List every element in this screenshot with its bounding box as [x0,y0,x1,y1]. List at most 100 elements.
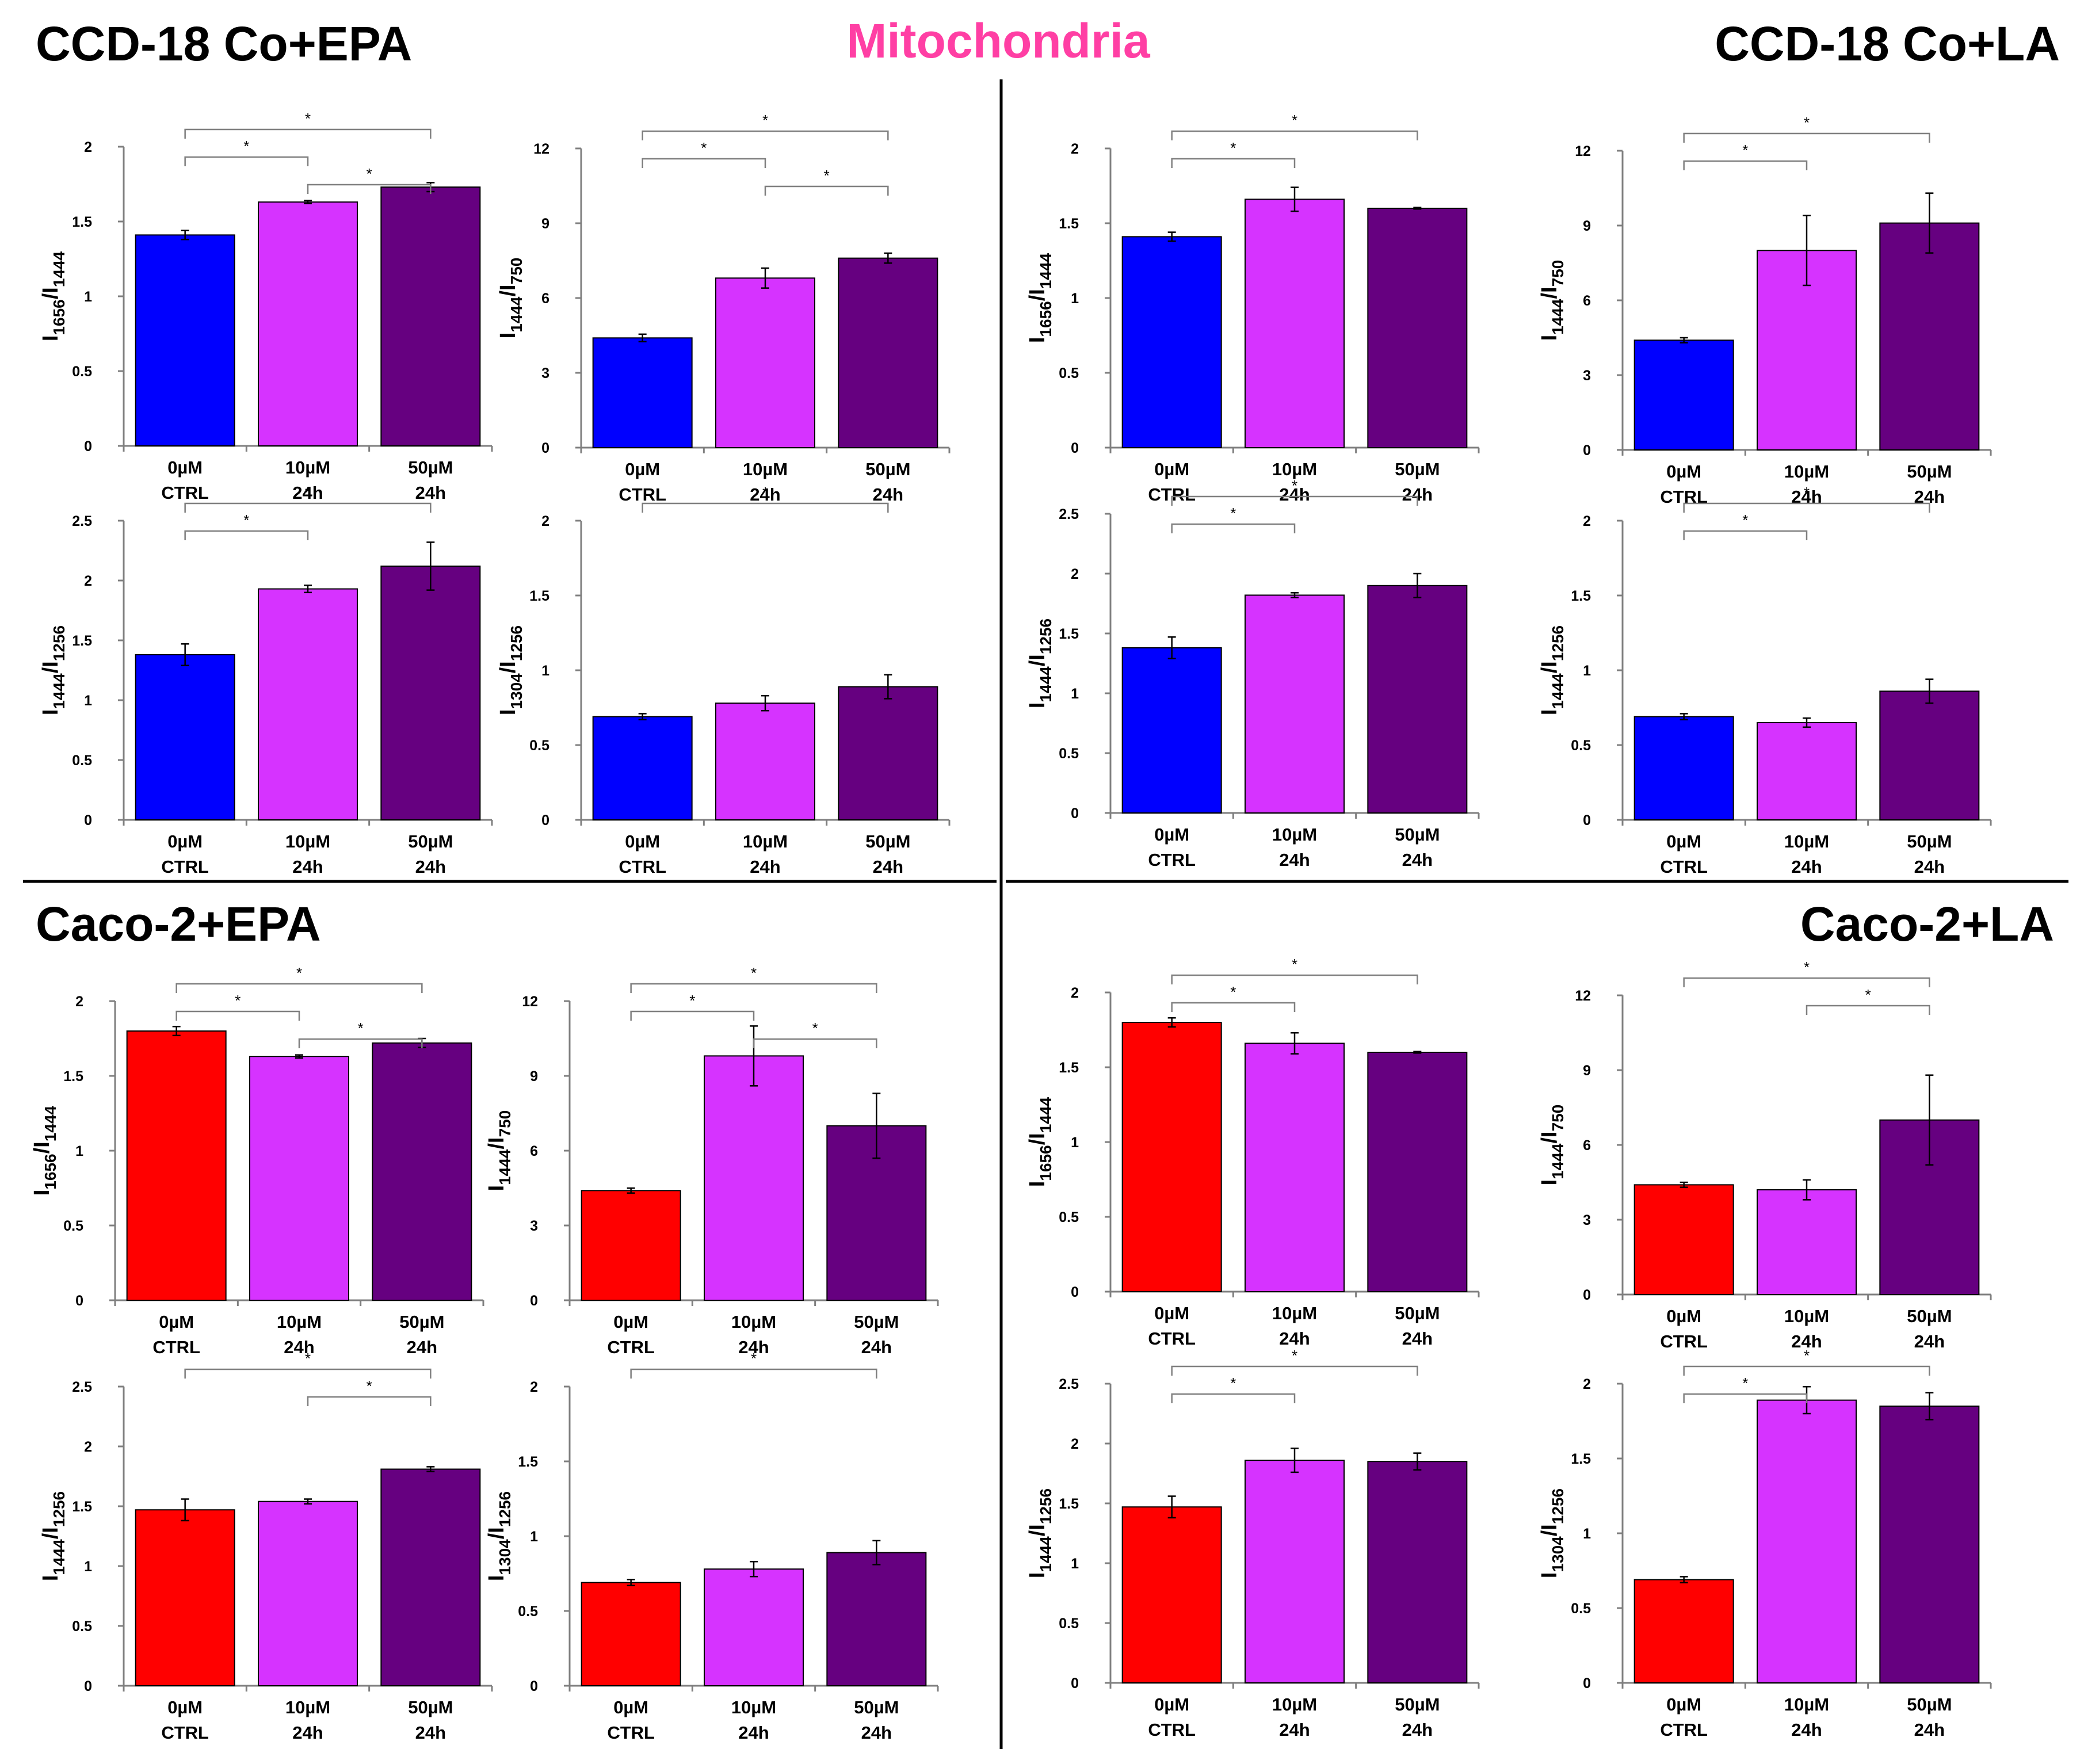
x-category-label: 50µM [408,831,453,852]
y-tick-label: 2.5 [72,513,92,529]
y-tick-label: 0.5 [72,364,92,380]
y-axis-label-part: /I [1025,1524,1049,1536]
significance-bracket: * [764,167,889,196]
significance-bracket: * [1683,1347,1930,1376]
x-category-label: 0µM [1666,461,1701,482]
x-category-label: 0µM [613,1697,648,1717]
significance-bracket: * [1683,114,1930,143]
bar [1633,1579,1734,1683]
x-category-label: 10µM [1784,461,1829,482]
y-tick-label: 2 [1583,513,1591,529]
y-axis-label-part: 1256 [1037,1488,1055,1524]
x-category-label: 50µM [1907,1306,1952,1326]
significance-bracket: * [1683,484,1930,513]
chart-caco-epa-1444-750: 0 3 6 9 12 0µM CTRL 10µM 24h 50µM 24h * * * I1444/I750 [484,964,939,1357]
y-tick-label: 0 [1071,1284,1079,1300]
x-category-label: 0µM [1666,831,1701,852]
x-category-sublabel: 24h [415,483,446,503]
bar [1367,585,1468,814]
significance-bracket: * [630,964,877,993]
significance-line [1683,1393,1808,1403]
y-axis-label-part: 1256 [50,1491,68,1527]
significance-line [1171,158,1296,168]
significance-line [1171,495,1418,506]
bar [1633,1184,1734,1296]
x-category-sublabel: 24h [738,1723,769,1743]
x-category-label: 10µM [285,1697,330,1717]
y-tick-label: 0.5 [1059,365,1079,381]
y-axis-label-part: 750 [1549,260,1567,287]
y-axis-label-part: I [496,709,520,716]
significance-line [298,1038,423,1048]
chart-ccd-la-1444-1256: 00.511.522.50µMCTRL10µM24h50µM24h**I1444… [1025,477,1480,870]
significance-star: * [1230,139,1236,156]
y-tick-label: 1 [1071,1135,1079,1151]
x-category-label: 10µM [1784,1694,1829,1715]
y-axis-label-part: /I [484,1527,509,1539]
y-axis-label-part: 1256 [1037,618,1055,654]
significance-star: * [367,165,372,182]
bar [380,186,481,446]
significance-bracket: * [642,112,889,140]
y-axis-label-part: I [1537,1179,1562,1186]
bar [1121,647,1222,814]
center-title: Mitochondria [846,14,1151,68]
y-axis-label: I1656/I1444 [1025,1097,1055,1187]
x-category-sublabel: 24h [750,857,780,877]
x-category-label: 10µM [1784,1306,1829,1326]
y-axis-label-part: I [484,1575,509,1582]
y-tick-label: 2 [1071,566,1079,582]
quadrant-title-caco-la: Caco-2+LA [1800,897,2054,951]
significance-line [1683,977,1930,987]
x-category-label: 10µM [277,1312,322,1332]
bar [1245,1043,1345,1293]
x-category-label: 50µM [1907,1694,1952,1715]
y-tick-label: 9 [1583,1063,1591,1079]
y-axis-label-part: /I [1025,654,1049,666]
bar [1367,1461,1468,1683]
x-category-label: 50µM [408,1697,453,1717]
x-category-label: 50µM [1395,1303,1440,1323]
y-axis-label-part: /I [1537,1524,1562,1536]
y-tick-label: 3 [1583,1212,1591,1228]
x-category-sublabel: CTRL [1148,1328,1196,1349]
x-category-sublabel: 24h [861,1723,892,1743]
x-category-label: 0µM [613,1312,648,1332]
x-category-label: 10µM [731,1312,776,1332]
y-axis-label-part: 1256 [496,1491,514,1527]
x-category-sublabel: 24h [738,1337,769,1357]
y-axis-label: I1444/I1256 [1025,618,1055,708]
x-category-sublabel: 24h [1914,1331,1945,1351]
y-axis-label: I1444/I750 [1537,260,1567,341]
y-axis-label: I1304/I1256 [496,625,525,715]
significance-line [630,1368,877,1379]
y-axis-label-part: 1444 [41,1105,59,1141]
x-category-sublabel: 24h [1791,1331,1822,1351]
y-tick-label: 0 [541,812,549,828]
y-axis-label-part: 1256 [507,625,525,661]
y-axis-label-part: 1256 [50,625,68,661]
significance-star: * [762,112,768,129]
significance-bracket: * [1683,511,1808,540]
y-tick-label: 9 [530,1068,538,1085]
y-tick-label: 1 [541,663,549,679]
y-axis-label-part: 1444 [50,1539,68,1575]
y-tick-label: 2.5 [1059,1376,1079,1392]
y-tick-label: 0 [530,1293,538,1309]
y-axis-label: I1444/I750 [1537,1105,1567,1186]
y-tick-label: 2 [1071,141,1079,157]
significance-star: * [762,484,768,501]
x-category-label: 10µM [731,1697,776,1717]
significance-bracket: * [184,511,309,540]
significance-star: * [689,992,695,1009]
y-axis-label: I1444/I1256 [1025,1488,1055,1578]
x-category-sublabel: CTRL [1660,1331,1708,1351]
bar [1245,1460,1345,1683]
y-tick-label: 2 [1071,1436,1079,1452]
significance-bracket: * [630,992,755,1021]
bar [135,234,235,446]
y-axis-label-part: 1444 [1549,673,1567,709]
significance-bracket: * [753,1020,877,1048]
